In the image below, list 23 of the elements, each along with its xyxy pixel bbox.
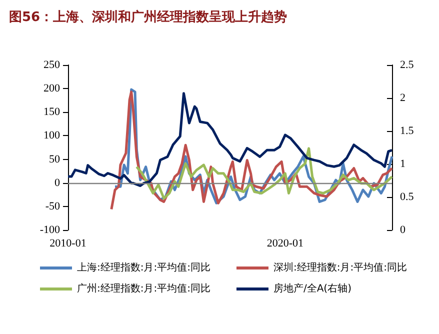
legend-label: 上海:经理指数:月:平均值:同比	[77, 262, 210, 274]
y2-tick-label: 0	[400, 224, 406, 236]
y-tick-label: 100	[44, 130, 60, 142]
legend-label: 房地产/全A(右轴)	[273, 282, 352, 294]
line-series	[66, 92, 394, 188]
y2-tick-label: 1	[400, 158, 406, 170]
x-tick-label: 2010-01	[50, 238, 86, 250]
chart-title: 图56：上海、深圳和广州经理指数呈现上升趋势	[9, 9, 288, 25]
y2-tick-label: 2	[400, 92, 406, 104]
y2-tick-label: 0.5	[400, 191, 414, 203]
x-tick-label: 2020-01	[266, 238, 304, 250]
y-tick-label: -50	[45, 200, 60, 212]
line-series	[135, 147, 394, 200]
legend-label: 广州:经理指数:月:平均值:同比	[77, 282, 210, 294]
y-tick-label: -100	[40, 224, 60, 236]
legend-label: 深圳:经理指数:月:平均值:同比	[273, 262, 407, 274]
y2-tick-label: 2.5	[400, 59, 414, 71]
y-tick-label: 0	[54, 176, 60, 189]
y-tick-label: 250	[44, 59, 60, 71]
y2-tick-label: 1.5	[400, 125, 414, 137]
y-tick-label: 150	[44, 106, 60, 118]
y-tick-label: 200	[44, 82, 60, 95]
y-tick-label: 50	[49, 153, 60, 166]
